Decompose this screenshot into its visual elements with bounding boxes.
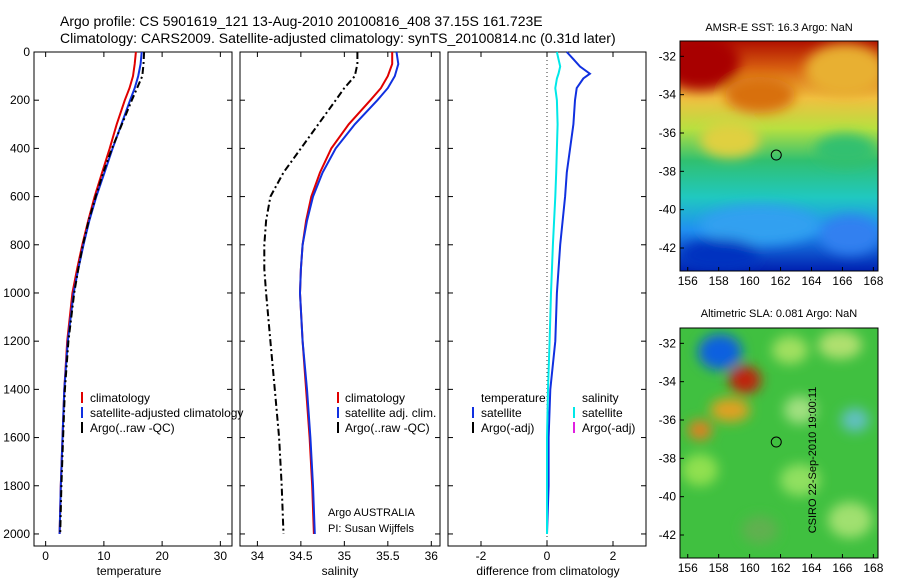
map-x-tick-label: 160 xyxy=(740,561,760,575)
pi-name-label: PI: Susan Wijffels xyxy=(328,523,414,535)
map-y-tick-label: -42 xyxy=(659,241,677,255)
x-tick-label: 10 xyxy=(97,549,111,563)
map-x-tick-label: 162 xyxy=(771,274,791,288)
series-line-argo-raw-qc- xyxy=(263,52,359,535)
map-y-tick-label: -40 xyxy=(659,203,677,217)
series-line-climatology xyxy=(58,51,137,535)
y-tick-label: 1000 xyxy=(3,286,30,300)
y-tick-label: 800 xyxy=(10,238,30,252)
legend-label-argo: Argo(..raw -QC) xyxy=(345,421,430,435)
x-tick-label: 36 xyxy=(425,549,439,563)
legend-label-climatology: climatology xyxy=(345,391,405,405)
map-x-tick-label: 158 xyxy=(709,561,729,575)
sst-heatmap xyxy=(680,41,878,271)
x-tick-label: -2 xyxy=(476,549,487,563)
salinity-xlabel: salinity xyxy=(322,564,359,578)
x-tick-label: 0 xyxy=(42,549,49,563)
temperature-plot-frame xyxy=(33,51,233,547)
x-tick-label: 2 xyxy=(610,549,617,563)
map-y-tick-label: -40 xyxy=(659,490,677,504)
x-tick-label: 30 xyxy=(214,549,228,563)
salinity-plot-frame xyxy=(239,51,441,547)
x-tick-label: 20 xyxy=(155,549,169,563)
legend-label-climatology: climatology xyxy=(90,391,150,405)
y-tick-label: 1600 xyxy=(3,431,30,445)
sla-map-frame xyxy=(679,327,879,559)
temperature-xlabel: temperature xyxy=(97,564,162,578)
map-x-tick-label: 156 xyxy=(678,274,698,288)
sst-map-axes: 156 158 160 162 164 166 168 -32 -34 -36 -38 -40 -42 xyxy=(659,49,884,288)
map-x-tick-label: 168 xyxy=(863,561,883,575)
map-y-tick-label: -42 xyxy=(659,528,677,542)
x-tick-label: 35 xyxy=(338,549,352,563)
x-tick-label: 34 xyxy=(251,549,265,563)
legend-title-temperature: temperature xyxy=(481,391,546,405)
legend-label-sal-argo: Argo(-adj) xyxy=(582,421,635,435)
y-tick-label: 1800 xyxy=(3,479,30,493)
temperature-legend: climatology satellite-adjusted climatolo… xyxy=(81,391,243,435)
legend-label-satellite: satellite adj. clim. xyxy=(345,406,436,420)
argo-program-label: Argo AUSTRALIA xyxy=(328,507,415,519)
footer-timestamp: CSIRO 22-Sep-2010 19:00:11 xyxy=(807,387,819,534)
map-x-tick-label: 166 xyxy=(832,561,852,575)
legend-title-salinity: salinity xyxy=(582,391,619,405)
map-y-tick-label: -36 xyxy=(659,413,677,427)
series-line-argo-raw-qc- xyxy=(59,51,146,535)
x-tick-label: 35.5 xyxy=(376,549,400,563)
salinity-legend: climatology satellite adj. clim. Argo(..… xyxy=(337,391,436,435)
salinity-plot: 34 34.5 35 35.5 36 xyxy=(240,51,440,563)
figure-title-line2: Climatology: CARS2009. Satellite-adjuste… xyxy=(60,30,616,46)
legend-label-satellite: satellite-adjusted climatology xyxy=(90,406,243,420)
map-x-tick-label: 166 xyxy=(832,274,852,288)
y-tick-label: 200 xyxy=(10,93,30,107)
legend-label-sal-satellite: satellite xyxy=(582,406,623,420)
x-tick-label: 0 xyxy=(544,549,551,563)
difference-plot: -2 0 2 xyxy=(448,51,646,563)
map-y-tick-label: -34 xyxy=(659,88,677,102)
difference-legend: temperature satellite Argo(-adj) salinit… xyxy=(472,391,635,435)
map-x-tick-label: 164 xyxy=(801,561,821,575)
map-y-tick-label: -36 xyxy=(659,126,677,140)
difference-xlabel: difference from climatology xyxy=(476,564,619,578)
legend-label-temp-argo: Argo(-adj) xyxy=(481,421,534,435)
legend-label-argo: Argo(..raw -QC) xyxy=(90,421,175,435)
sla-map-title: Altimetric SLA: 0.081 Argo: NaN xyxy=(701,308,858,320)
map-y-tick-label: -32 xyxy=(659,49,677,63)
series-line-temperature-satellite xyxy=(546,51,592,535)
y-tick-label: 2000 xyxy=(3,527,30,541)
argo-location-marker xyxy=(770,149,782,161)
y-tick-label: 0 xyxy=(23,45,30,59)
y-tick-label: 1400 xyxy=(3,382,30,396)
map-y-tick-label: -38 xyxy=(659,164,677,178)
sla-map-axes: 156 158 160 162 164 166 168 -32 -34 -36 -38 -40 -42 xyxy=(659,336,884,575)
argo-location-marker xyxy=(770,436,782,448)
map-x-tick-label: 168 xyxy=(863,274,883,288)
map-y-tick-label: -34 xyxy=(659,375,677,389)
map-y-tick-label: -38 xyxy=(659,451,677,465)
series-line-satellite-adj-clim- xyxy=(298,51,400,535)
map-x-tick-label: 158 xyxy=(709,274,729,288)
map-x-tick-label: 160 xyxy=(740,274,760,288)
legend-label-temp-satellite: satellite xyxy=(481,406,522,420)
temperature-plot: 0 10 20 30 0 200 400 600 800 1000 1200 1400 1600 1800… xyxy=(3,45,232,563)
figure-title-line1: Argo profile: CS 5901619_121 13-Aug-2010… xyxy=(60,13,543,29)
x-tick-label: 34.5 xyxy=(289,549,313,563)
series-line-climatology xyxy=(298,52,394,535)
map-x-tick-label: 162 xyxy=(771,561,791,575)
y-tick-label: 400 xyxy=(10,141,30,155)
sst-map-frame xyxy=(679,40,879,272)
y-tick-label: 600 xyxy=(10,190,30,204)
map-x-tick-label: 164 xyxy=(801,274,821,288)
sst-map-title: AMSR-E SST: 16.3 Argo: NaN xyxy=(705,22,852,34)
y-tick-label: 1200 xyxy=(3,334,30,348)
map-x-tick-label: 156 xyxy=(678,561,698,575)
series-line-salinity-satellite xyxy=(546,51,562,534)
map-y-tick-label: -32 xyxy=(659,336,677,350)
sla-heatmap xyxy=(680,328,878,558)
